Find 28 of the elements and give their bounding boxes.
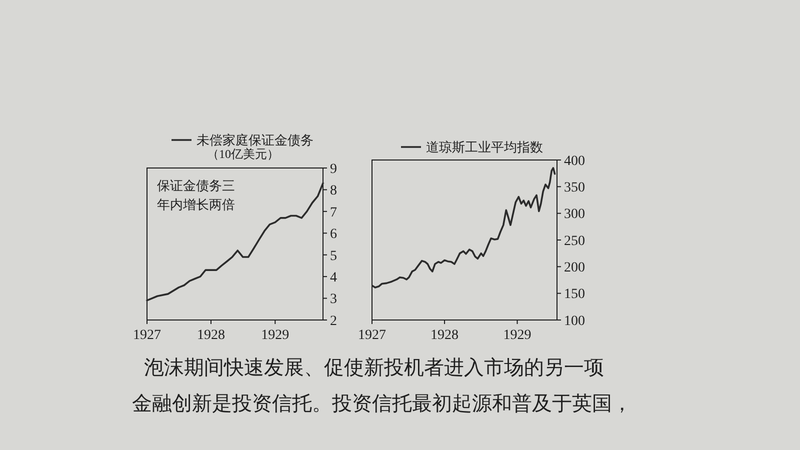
y-axis-title: （10亿美元） [207, 147, 279, 161]
y-tick-label: 250 [564, 234, 585, 249]
x-tick-label: 1927 [133, 328, 161, 343]
y-tick-label: 6 [330, 227, 337, 242]
annotation: 保证金债务三年内增长两倍 [157, 178, 235, 212]
y-tick-label: 400 [564, 154, 585, 169]
legend-label: 未偿家庭保证金债务 [196, 132, 314, 148]
x-tick-label: 1929 [503, 328, 532, 343]
x-tick-label: 1928 [430, 328, 459, 343]
y-tick-label: 300 [564, 207, 585, 222]
y-tick-label: 3 [330, 292, 337, 308]
y-tick-label: 8 [330, 184, 337, 199]
y-tick-label: 5 [330, 248, 337, 264]
y-tick-label: 9 [330, 162, 337, 177]
y-tick-label: 4 [330, 270, 337, 286]
legend-label: 道琼斯工业平均指数 [426, 140, 543, 155]
y-tick-label: 2 [330, 314, 337, 329]
text: 金融创新是投资信托。投资信托最初起源和普及于英国， [132, 392, 632, 415]
text: 泡沫期间快速发展、促使新投机者进入市场的另一项 [144, 357, 604, 379]
y-tick-label: 150 [564, 287, 585, 302]
y-tick-label: 200 [564, 260, 585, 276]
y-tick-label: 100 [564, 314, 585, 329]
x-tick-label: 1927 [358, 328, 386, 343]
y-tick-label: 350 [564, 180, 585, 196]
line-series [372, 167, 556, 288]
x-tick-label: 1929 [261, 328, 290, 343]
x-tick-label: 1928 [196, 328, 225, 343]
y-tick-label: 7 [330, 205, 337, 220]
